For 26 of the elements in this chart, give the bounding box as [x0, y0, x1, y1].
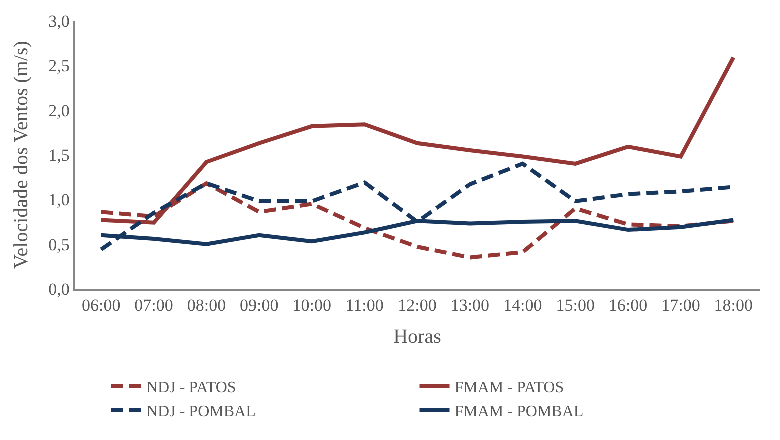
- y-tick-label: 0,0: [48, 280, 70, 299]
- x-tick-label: 18:00: [714, 296, 754, 316]
- y-tick-label: 1,5: [48, 146, 70, 165]
- y-tick-label: 3,0: [48, 12, 70, 31]
- y-tick-label: 2,0: [48, 101, 70, 120]
- x-tick-label: 13:00: [450, 296, 490, 316]
- x-tick-label: 14:00: [504, 296, 542, 316]
- x-tick-label: 15:00: [556, 296, 595, 316]
- legend-label: NDJ - POMBAL: [146, 403, 256, 420]
- x-tick-label: 07:00: [134, 296, 174, 316]
- x-tick-label: 12:00: [398, 296, 437, 316]
- x-tick-label: 09:00: [240, 296, 279, 316]
- y-tick-label: 0,5: [48, 235, 70, 254]
- x-tick-label: 11:00: [346, 296, 384, 316]
- legend-label: FMAM - POMBAL: [454, 403, 584, 420]
- x-tick-label: 10:00: [292, 296, 332, 316]
- x-tick-label: 17:00: [662, 296, 700, 316]
- y-axis-title: Velocidade dos Ventos (m/s): [10, 41, 33, 269]
- y-tick-label: 2,5: [48, 56, 70, 76]
- x-tick-label: 06:00: [82, 296, 121, 316]
- x-tick-label: 08:00: [187, 296, 226, 316]
- x-tick-label: 16:00: [608, 296, 648, 316]
- y-tick-label: 1,0: [48, 190, 70, 210]
- legend-label: NDJ - PATOS: [146, 380, 236, 397]
- x-axis-title: Horas: [394, 326, 442, 348]
- legend-label: FMAM - PATOS: [454, 380, 564, 397]
